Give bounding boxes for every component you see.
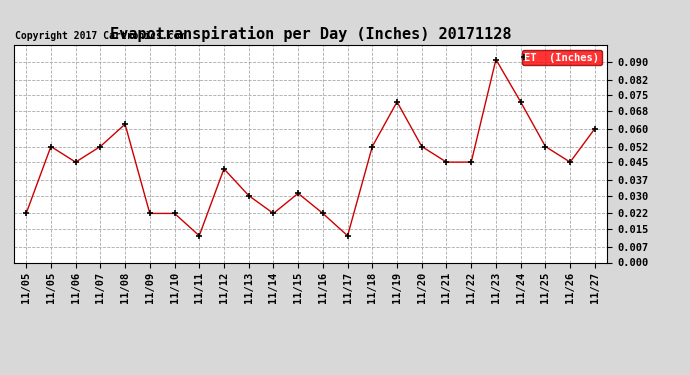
- ET  (Inches): [393, 100, 401, 104]
- Legend: ET  (Inches): ET (Inches): [522, 50, 602, 65]
- ET  (Inches): [269, 211, 277, 216]
- ET  (Inches): [566, 160, 574, 164]
- ET  (Inches): [417, 144, 426, 149]
- ET  (Inches): [220, 166, 228, 171]
- ET  (Inches): [344, 234, 352, 238]
- ET  (Inches): [492, 57, 500, 62]
- ET  (Inches): [47, 144, 55, 149]
- ET  (Inches): [319, 211, 327, 216]
- ET  (Inches): [591, 126, 599, 131]
- ET  (Inches): [170, 211, 179, 216]
- ET  (Inches): [146, 211, 154, 216]
- ET  (Inches): [22, 211, 30, 216]
- ET  (Inches): [121, 122, 129, 126]
- ET  (Inches): [72, 160, 80, 164]
- ET  (Inches): [195, 234, 204, 238]
- ET  (Inches): [368, 144, 377, 149]
- ET  (Inches): [517, 100, 525, 104]
- ET  (Inches): [467, 160, 475, 164]
- ET  (Inches): [294, 191, 302, 196]
- ET  (Inches): [442, 160, 451, 164]
- ET  (Inches): [244, 194, 253, 198]
- Text: Copyright 2017 Cartronics.com: Copyright 2017 Cartronics.com: [15, 31, 186, 40]
- ET  (Inches): [541, 144, 549, 149]
- ET  (Inches): [96, 144, 104, 149]
- Title: Evapotranspiration per Day (Inches) 20171128: Evapotranspiration per Day (Inches) 2017…: [110, 27, 511, 42]
- Line: ET  (Inches): ET (Inches): [23, 56, 598, 239]
